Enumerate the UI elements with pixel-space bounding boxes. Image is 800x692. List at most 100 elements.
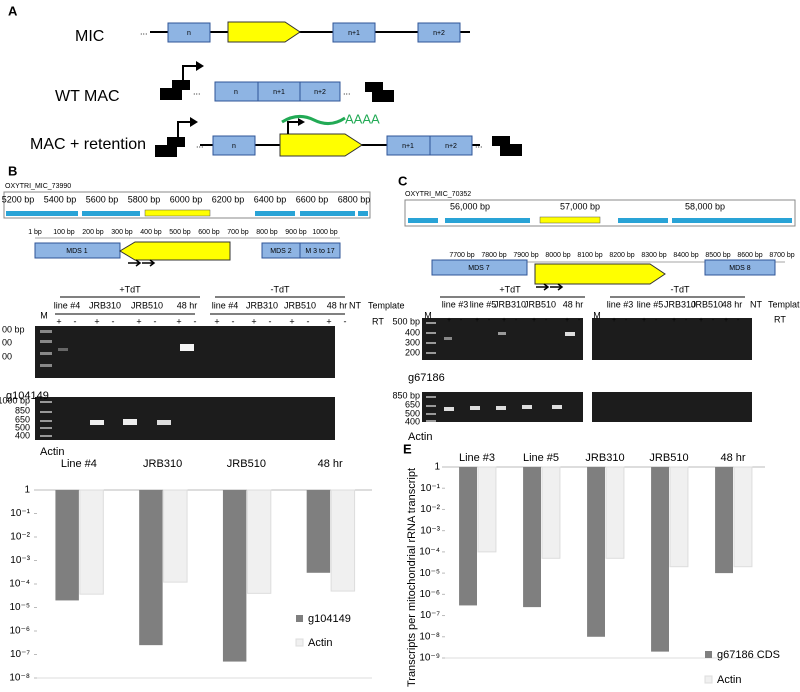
sign: - [460,317,463,324]
panel-b-shapes [3,191,371,440]
marker-label: M [424,310,432,320]
bar [246,489,272,594]
bar [523,467,541,608]
row-label: MAC + retention [30,136,146,153]
segment-label: n [187,30,191,37]
y-tick-label: 10⁻² [420,504,440,515]
x-tick-label: 48 hr [720,452,745,464]
y-tick-label: 10⁻⁹ [419,653,440,664]
ladder-label: 00 [2,337,12,347]
lane-label: line #4 [54,300,81,310]
y-tick-label: 10⁻⁸ [9,673,30,684]
sign: - [712,317,715,324]
row-label: MIC [75,28,104,45]
ruler-label: 200 bp [82,229,104,236]
locus: OXYTRI_MIC_73990 [5,183,71,190]
x-tick-label: 48 hr [318,458,343,470]
bar [55,490,79,601]
lane-label: NT [349,300,361,310]
ladder-label: 650 [15,414,30,424]
ladder-label: 850 [15,405,30,415]
sign: + [326,316,331,326]
ruler-label: 900 bp [285,229,307,236]
ellipsis: ... [475,139,483,149]
bar [222,490,247,662]
sign: + [136,316,141,326]
row-label: WT MAC [55,88,120,105]
lane-label: line #5 [637,299,664,309]
ruler-label: 800 bp [256,229,278,236]
y-tick-label: 10⁻² [10,532,30,543]
y-tick-label: 10⁻⁶ [419,589,440,600]
locus: OXYTRI_MIC_70352 [405,191,471,198]
ruler-label: 7900 bp [513,252,538,259]
ladder-label: 00 [2,351,12,361]
rt-label: RT [372,316,384,326]
sign: - [488,317,491,324]
lane-label: 48 hr [563,299,584,309]
sign: + [214,316,219,326]
y-tick-label: 10⁻¹ [420,483,440,494]
lane-label: JRB510 [524,299,556,309]
sign: + [176,316,181,326]
segment-label: n+2 [445,143,457,150]
y-tick-label: 10⁻³ [10,555,30,566]
lane-label: 48 hr [177,300,198,310]
segment-label: n [234,89,238,96]
legend-label: g67186 CDS [717,649,780,661]
template-label: Template [368,300,405,310]
gene-label: Actin [40,446,64,458]
ruler-label: 6400 bp [254,194,287,204]
legend-label: g104149 [308,613,351,625]
sign: - [232,316,235,326]
lane-label: NT [750,299,762,309]
ruler-label: 1000 bp [312,229,337,236]
bar [459,467,477,606]
y-tick-label: 1 [24,485,30,496]
bar [330,489,356,592]
y-tick-label: 10⁻⁸ [419,631,440,642]
bar [139,490,163,646]
ruler-label: 100 bp [53,229,75,236]
legend-label: Actin [308,637,332,649]
ruler-label: 1 bp [28,229,42,236]
bar [715,467,733,574]
y-tick-label: 10⁻⁷ [10,649,30,660]
lane-label: line #3 [607,299,634,309]
ladder-label: 1000 bp [0,395,30,405]
lane-label: JRB310 [664,299,696,309]
sign: - [194,316,197,326]
sign: - [154,316,157,326]
ruler-label: 8700 bp [769,252,794,259]
lane-label: JRB510 [691,299,723,309]
segment-label: n+1 [348,30,360,37]
y-tick-label: 10⁻⁶ [9,626,30,637]
sign: + [94,316,99,326]
lane-label: JRB510 [131,300,163,310]
mds-label: MDS 1 [66,248,88,255]
mds-label: MDS 7 [468,265,490,272]
ruler-label: 8100 bp [577,252,602,259]
ruler-label: 6600 bp [296,194,329,204]
ruler-label: 56,000 bp [450,201,490,211]
panel-label: B [8,163,17,178]
ladder-label: 200 [405,347,420,357]
sign: + [612,317,616,324]
sign: - [625,317,628,324]
lane-label: line #3 [442,299,469,309]
sign: + [532,317,536,324]
y-tick-label: 1 [434,462,440,473]
legend-swatch [295,638,304,647]
sign: - [545,317,548,324]
ladder-label: 500 bp [392,316,420,326]
sign: + [475,317,479,324]
segment-label: n+2 [433,30,445,37]
gene-label: g104149 [6,390,49,402]
ellipsis: ... [343,86,351,96]
ladder-label: 400 [15,430,30,440]
bar [163,489,188,583]
bar [651,467,669,652]
ruler-label: 5400 bp [44,194,77,204]
